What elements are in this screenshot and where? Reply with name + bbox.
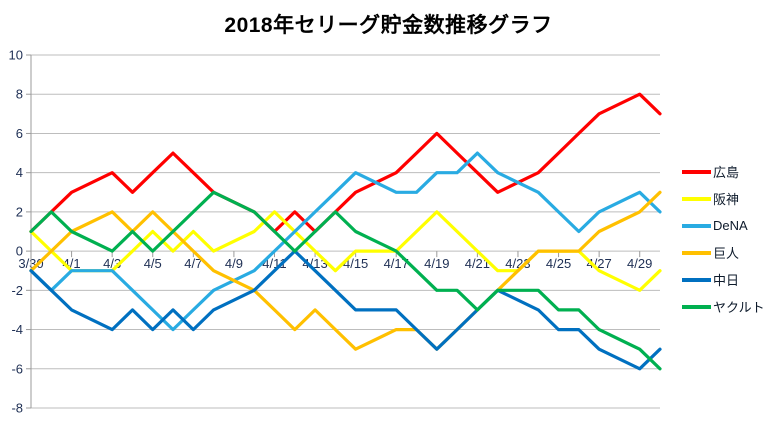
legend-label-hiroshima: 広島	[713, 165, 740, 180]
series-line-hiroshima	[29, 92, 662, 234]
x-tick-label: 4/19	[424, 256, 449, 271]
y-tick-label: 0	[16, 244, 23, 259]
series-line-dena	[29, 151, 662, 332]
chart-legend: 広島阪神 DeNA 巨人中日ヤクルト	[682, 158, 777, 320]
legend-label-hanshin: 阪神	[713, 192, 740, 207]
y-tick-label: 4	[16, 165, 23, 180]
x-tick-label: 4/11	[262, 256, 286, 271]
x-tick-label: 4/5	[144, 256, 162, 271]
legend-label-chunichi: 中日	[713, 273, 740, 288]
y-tick-label: 10	[9, 48, 23, 63]
legend-label-yakult: ヤクルト	[713, 300, 765, 315]
x-tick-label: 4/17	[384, 256, 409, 271]
y-tick-label: 6	[16, 126, 23, 141]
y-tick-label: -2	[11, 283, 23, 298]
x-tick-label: 4/9	[225, 256, 243, 271]
legend-item-hiroshima: 広島	[682, 158, 777, 185]
x-tick-label: 4/15	[343, 256, 368, 271]
x-tick-label: 4/29	[627, 256, 652, 271]
page-title: 2018年セリーグ貯金数推移グラフ	[224, 14, 553, 37]
legend-item-hanshin: 阪神	[682, 185, 777, 212]
x-tick-label: 4/7	[184, 256, 202, 271]
x-tick-label: 4/23	[505, 256, 530, 271]
legend-label-dena: DeNA	[713, 218, 748, 233]
x-tick-label: 4/21	[465, 256, 490, 271]
legend-item-yakult: ヤクルト	[682, 293, 777, 320]
x-tick-label: 4/25	[546, 256, 571, 271]
y-tick-label: -6	[11, 361, 23, 376]
legend-item-chunichi: 中日	[682, 266, 777, 293]
y-tick-label: 8	[16, 87, 23, 102]
x-tick-label: 4/27	[586, 256, 611, 271]
legend-line-swatch-yakult	[682, 304, 711, 309]
legend-item-dena: DeNA	[682, 212, 777, 239]
y-tick-label: -4	[11, 322, 23, 337]
legend-line-swatch-hanshin	[682, 196, 711, 201]
legend-item-kyojin: 巨人	[682, 239, 777, 266]
series-line-chunichi	[29, 249, 662, 371]
series-lines	[29, 92, 662, 371]
y-tick-label: -8	[11, 401, 23, 416]
legend-line-swatch-chunichi	[682, 277, 711, 282]
x-tick-label: 4/13	[302, 256, 327, 271]
y-tick-label: 2	[16, 204, 23, 219]
series-line-yakult	[29, 190, 662, 371]
gridlines	[26, 54, 660, 409]
legend-label-kyojin: 巨人	[713, 246, 740, 261]
legend-line-swatch-dena	[682, 223, 711, 228]
series-line-kyojin	[29, 190, 662, 351]
legend-line-swatch-hiroshima	[682, 169, 711, 174]
legend-line-swatch-kyojin	[682, 250, 711, 255]
